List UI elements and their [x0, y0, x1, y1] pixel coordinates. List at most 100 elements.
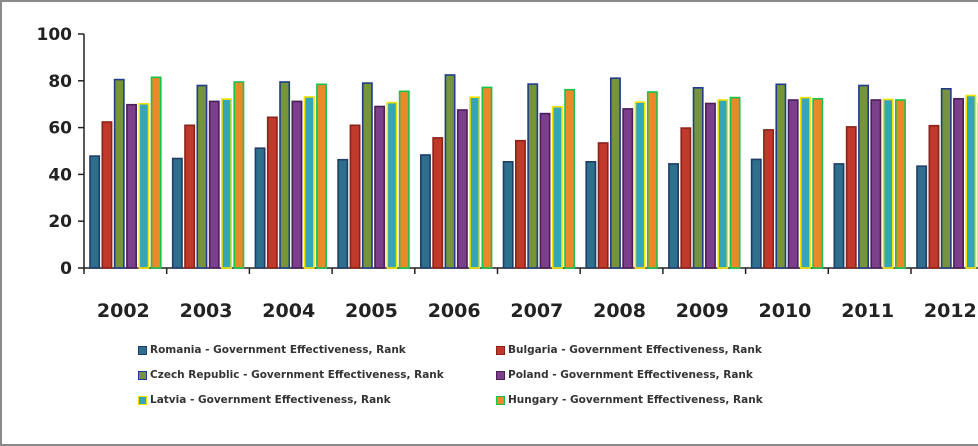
- bar: [894, 99, 906, 269]
- bar: [646, 91, 658, 269]
- bar: [634, 101, 646, 269]
- bar: [539, 112, 551, 269]
- bar: [763, 129, 775, 269]
- bar: [965, 94, 977, 269]
- x-tick-label: 2005: [345, 300, 398, 322]
- bar: [609, 77, 621, 269]
- bar: [680, 127, 692, 269]
- y-tick-label: 40: [48, 165, 72, 185]
- bar: [196, 84, 208, 269]
- bar: [514, 139, 526, 269]
- x-tick-label: 2004: [262, 300, 315, 322]
- bar: [953, 98, 965, 269]
- legend-label: Romania - Government Effectiveness, Rank: [150, 344, 406, 356]
- x-tick-label: 2012: [924, 300, 977, 322]
- bar: [928, 124, 940, 269]
- x-tick-label: 2007: [510, 300, 563, 322]
- bar: [858, 84, 870, 269]
- bar: [551, 106, 563, 269]
- bar: [775, 83, 787, 269]
- bar: [940, 88, 952, 269]
- bar: [870, 99, 882, 269]
- bar: [337, 158, 349, 269]
- legend-item: Romania - Government Effectiveness, Rank: [138, 344, 406, 356]
- bar: [266, 116, 278, 269]
- bar: [469, 96, 481, 269]
- bar: [729, 96, 741, 269]
- bar: [432, 137, 444, 269]
- bar: [882, 98, 894, 269]
- bar: [221, 98, 232, 269]
- legend-item: Latvia - Government Effectiveness, Rank: [138, 394, 391, 406]
- bar: [564, 88, 576, 269]
- bar: [126, 103, 138, 269]
- bar: [316, 83, 327, 269]
- x-tick-label: 2009: [676, 300, 729, 322]
- legend-label: Czech Republic - Government Effectivenes…: [150, 369, 444, 381]
- bar: [303, 96, 315, 269]
- x-tick-label: 2003: [180, 300, 233, 322]
- bar: [502, 161, 514, 269]
- legend-swatch: [138, 345, 147, 355]
- bar: [279, 81, 291, 269]
- legend-swatch: [496, 395, 505, 405]
- bar: [374, 105, 386, 269]
- legend-label: Latvia - Government Effectiveness, Rank: [150, 394, 391, 406]
- bar: [398, 90, 410, 269]
- legend-label: Bulgaria - Government Effectiveness, Ran…: [508, 344, 762, 356]
- bar: [386, 101, 398, 269]
- legend-item: Poland - Government Effectiveness, Rank: [496, 369, 753, 381]
- x-tick-label: 2011: [841, 300, 894, 322]
- bar: [787, 99, 799, 269]
- legend-item: Hungary - Government Effectiveness, Rank: [496, 394, 763, 406]
- bar: [419, 154, 431, 269]
- bar: [845, 126, 857, 269]
- bar: [527, 83, 539, 269]
- y-tick-label: 60: [48, 119, 72, 139]
- bar: [184, 124, 196, 269]
- bar: [113, 78, 125, 269]
- bar: [233, 81, 245, 269]
- bar: [349, 124, 361, 269]
- bar: [138, 102, 150, 269]
- bar: [833, 163, 845, 269]
- bar: [812, 98, 824, 269]
- bar: [481, 86, 493, 269]
- legend-swatch: [138, 370, 147, 380]
- bar: [622, 108, 634, 269]
- bar: [916, 165, 928, 269]
- legend-swatch: [496, 370, 505, 380]
- bar: [597, 142, 609, 269]
- legend-swatch: [138, 395, 147, 405]
- bar: [150, 76, 162, 269]
- bar: [254, 147, 266, 269]
- bar: [750, 158, 762, 269]
- legend-label: Poland - Government Effectiveness, Rank: [508, 369, 753, 381]
- bar: [171, 157, 183, 269]
- bar: [361, 82, 373, 269]
- bar: [89, 155, 101, 269]
- legend-item: Czech Republic - Government Effectivenes…: [138, 369, 444, 381]
- bar: [208, 100, 220, 269]
- x-tick-label: 2006: [428, 300, 481, 322]
- bar: [704, 102, 716, 269]
- bar: [692, 87, 704, 269]
- bar: [291, 100, 303, 269]
- bar: [101, 121, 113, 269]
- bar: [668, 163, 680, 269]
- legend-item: Bulgaria - Government Effectiveness, Ran…: [496, 344, 762, 356]
- y-tick-label: 20: [48, 212, 72, 232]
- legend-label: Hungary - Government Effectiveness, Rank: [508, 394, 763, 406]
- bar: [799, 96, 811, 269]
- bar: [717, 99, 729, 269]
- legend-swatch: [496, 345, 505, 355]
- y-tick-label: 0: [60, 259, 72, 279]
- bar: [444, 74, 456, 269]
- y-tick-label: 100: [37, 25, 73, 45]
- x-tick-label: 2008: [593, 300, 646, 322]
- x-tick-label: 2002: [97, 300, 150, 322]
- y-tick-label: 80: [48, 72, 72, 92]
- bar: [585, 161, 597, 269]
- x-tick-label: 2010: [759, 300, 812, 322]
